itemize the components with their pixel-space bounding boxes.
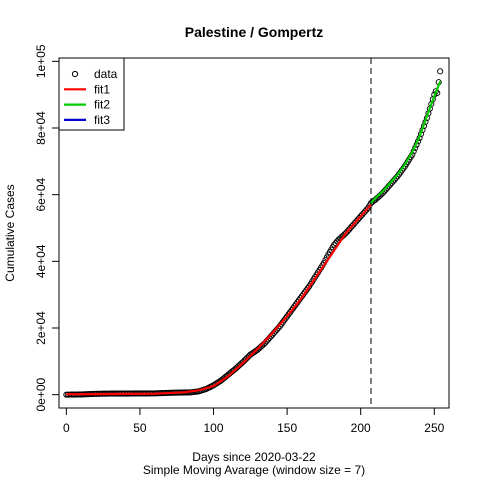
legend-label-fit1: fit1 — [94, 82, 110, 96]
legend-label-data: data — [94, 67, 118, 81]
x-tick-label: 150 — [277, 421, 297, 435]
y-tick-label: 8e+04 — [34, 111, 48, 145]
x-tick-label: 250 — [424, 421, 444, 435]
x-tick-label: 50 — [133, 421, 147, 435]
x-tick-label: 200 — [351, 421, 371, 435]
fit2-line — [370, 80, 442, 204]
y-tick-label: 6e+04 — [34, 177, 48, 211]
x-axis: 0 50 100 150 200 250 — [63, 407, 445, 435]
y-tick-label: 0e+00 — [34, 377, 48, 411]
fit1-line — [66, 203, 372, 396]
data-point — [437, 68, 444, 75]
x-tick-label: 0 — [63, 421, 70, 435]
legend-label-fit3: fit3 — [94, 113, 110, 127]
y-axis: 0e+00 2e+04 4e+04 6e+04 8e+04 1e+05 — [34, 44, 60, 412]
y-tick-label: 1e+05 — [34, 44, 48, 78]
y-tick-label: 2e+04 — [34, 311, 48, 345]
x-axis-sublabel: Simple Moving Avarage (window size = 7) — [143, 463, 365, 477]
y-axis-label: Cumulative Cases — [3, 184, 17, 281]
legend-box — [58, 57, 125, 131]
y-tick-label: 4e+04 — [34, 244, 48, 278]
legend-label-fit2: fit2 — [94, 98, 110, 112]
legend-symbol-data — [71, 70, 79, 78]
x-tick-label: 100 — [204, 421, 224, 435]
x-axis-label: Days since 2020-03-22 — [192, 450, 316, 464]
data-point — [363, 206, 370, 213]
chart-title: Palestine / Gompertz — [185, 24, 323, 40]
plot-layer — [63, 58, 444, 408]
